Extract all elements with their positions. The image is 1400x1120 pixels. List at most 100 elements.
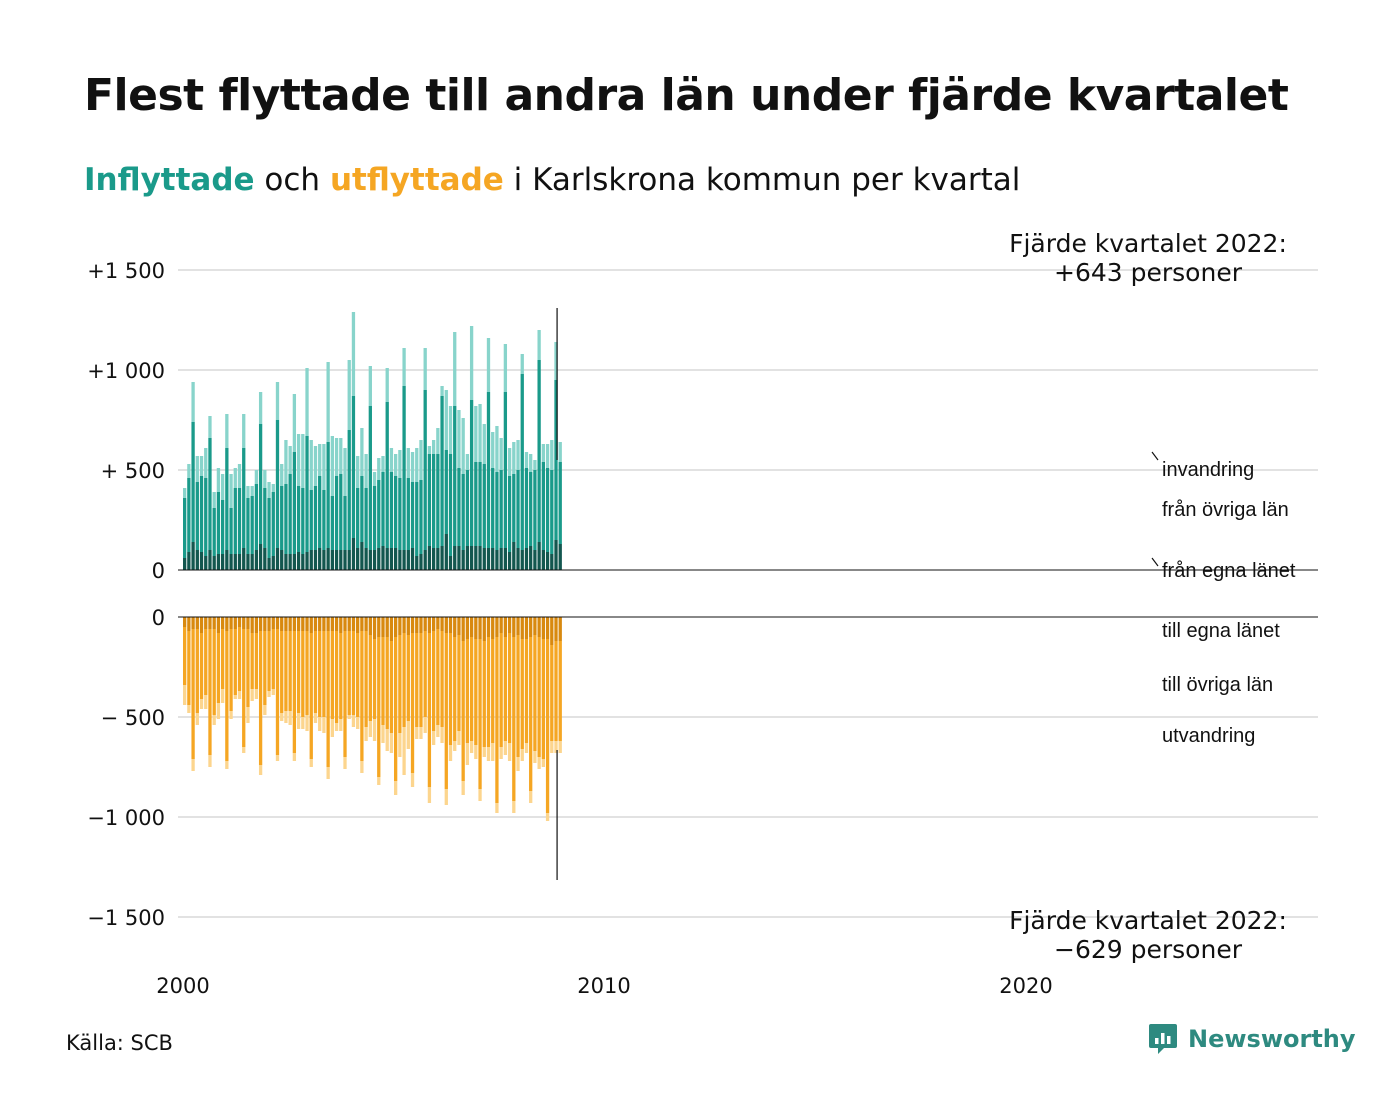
bar-in-egna-lanet — [431, 548, 436, 570]
bar-out-utvandring — [529, 791, 533, 803]
bar-out-ovriga-lan — [322, 631, 326, 717]
bar-out-utvandring — [431, 731, 436, 745]
bar-out-ovriga-lan — [431, 631, 436, 731]
bar-out-egna-lanet — [448, 617, 453, 633]
bar-in-ovriga-lan — [394, 476, 398, 548]
bar-out-egna-lanet — [225, 617, 229, 631]
bar-out-egna-lanet — [187, 617, 191, 631]
bar-out-ovriga-lan — [529, 637, 533, 791]
bar-out-egna-lanet — [330, 617, 334, 631]
bar-out-utvandring — [216, 703, 221, 719]
bar-out-ovriga-lan — [364, 631, 368, 727]
subtitle-rest: i Karlskrona kommun per kvartal — [503, 162, 1021, 198]
bar-out-utvandring — [191, 759, 195, 771]
bar-out-utvandring — [195, 713, 199, 725]
bar-out-utvandring — [507, 743, 512, 761]
newsworthy-logo-icon — [1149, 1024, 1177, 1054]
y-tick-label: 0 — [152, 559, 165, 583]
bar-out-ovriga-lan — [199, 633, 204, 699]
bar-in-egna-lanet — [271, 556, 275, 570]
bar-out-ovriga-lan — [212, 629, 216, 715]
bar-in-egna-lanet — [195, 550, 199, 570]
bar-out-ovriga-lan — [183, 627, 187, 685]
bar-in-egna-lanet — [199, 552, 204, 570]
bar-out-utvandring — [402, 727, 406, 775]
series-label-out: till egna länet — [1162, 620, 1280, 642]
bar-out-utvandring — [410, 773, 415, 787]
bar-out-ovriga-lan — [195, 629, 199, 713]
bar-in-ovriga-lan — [326, 442, 330, 548]
bar-in-invandring — [448, 406, 453, 454]
bar-out-egna-lanet — [296, 617, 301, 631]
bar-out-utvandring — [448, 745, 453, 761]
bar-out-egna-lanet — [183, 617, 187, 627]
bar-out-egna-lanet — [212, 617, 216, 629]
bar-out-ovriga-lan — [250, 633, 254, 689]
bar-in-ovriga-lan — [364, 488, 368, 548]
series-label-in: från egna länet — [1162, 560, 1296, 582]
bar-in-ovriga-lan — [533, 470, 537, 550]
bar-in-egna-lanet — [372, 550, 377, 570]
bar-out-egna-lanet — [275, 617, 280, 629]
bar-out-egna-lanet — [347, 617, 351, 631]
bar-in-invandring — [385, 368, 389, 402]
series-label-out: till övriga län — [1162, 674, 1273, 696]
bar-out-egna-lanet — [233, 617, 237, 629]
bar-in-egna-lanet — [394, 548, 398, 570]
bar-in-egna-lanet — [499, 548, 503, 570]
bar-in-ovriga-lan — [351, 396, 356, 538]
bar-out-utvandring — [309, 759, 313, 767]
bar-in-egna-lanet — [474, 546, 478, 570]
bar-out-utvandring — [444, 789, 448, 805]
bar-out-ovriga-lan — [280, 631, 284, 713]
bar-in-invandring — [280, 464, 284, 486]
bar-in-invandring — [246, 486, 250, 498]
bar-in-ovriga-lan — [440, 396, 444, 546]
bar-out-ovriga-lan — [220, 629, 225, 689]
bar-in-egna-lanet — [356, 548, 360, 570]
bar-in-egna-lanet — [237, 554, 242, 570]
bar-out-egna-lanet — [389, 617, 394, 641]
bar-in-egna-lanet — [216, 554, 221, 570]
bar-out-egna-lanet — [444, 617, 448, 633]
bar-in-invandring — [398, 450, 402, 478]
bar-out-ovriga-lan — [427, 633, 432, 787]
y-tick-label: +1 500 — [87, 259, 165, 283]
bar-out-egna-lanet — [356, 617, 360, 633]
bar-out-utvandring — [545, 813, 550, 821]
annotations: Fjärde kvartalet 2022:+643 personerFjärd… — [1009, 229, 1287, 964]
bar-out-ovriga-lan — [372, 639, 377, 719]
bar-in-ovriga-lan — [275, 420, 280, 548]
bar-in-egna-lanet — [305, 552, 309, 570]
bar-in-invandring — [225, 414, 229, 448]
bar-in-egna-lanet — [250, 554, 254, 570]
bar-in-invandring — [204, 448, 208, 478]
bar-in-egna-lanet — [330, 550, 334, 570]
bar-out-ovriga-lan — [296, 631, 301, 713]
bar-in-invandring — [275, 382, 280, 420]
bar-in-egna-lanet — [301, 554, 305, 570]
bar-in-egna-lanet — [415, 556, 419, 570]
bar-in-egna-lanet — [229, 554, 233, 570]
bar-in-egna-lanet — [465, 546, 470, 570]
bar-in-invandring — [381, 456, 385, 472]
bar-out-utvandring — [457, 731, 461, 745]
bar-in-ovriga-lan — [550, 470, 554, 554]
bar-in-ovriga-lan — [474, 462, 478, 546]
bar-in-invandring — [507, 448, 512, 476]
y-tick-label: +1 000 — [87, 359, 165, 383]
bar-out-utvandring — [423, 717, 427, 733]
bar-in-ovriga-lan — [431, 454, 436, 548]
bar-out-ovriga-lan — [389, 641, 394, 733]
bar-in-invandring — [520, 354, 524, 374]
bar-out-ovriga-lan — [482, 641, 486, 747]
bar-out-egna-lanet — [191, 617, 195, 629]
bar-in-ovriga-lan — [356, 488, 360, 548]
bar-in-invandring — [558, 442, 562, 462]
bar-out-utvandring — [347, 715, 351, 719]
bar-out-ovriga-lan — [254, 633, 259, 689]
bar-out-egna-lanet — [280, 617, 284, 631]
bar-out-egna-lanet — [415, 617, 419, 633]
x-tick-label: 2000 — [156, 974, 209, 998]
bar-in-ovriga-lan — [524, 468, 529, 548]
